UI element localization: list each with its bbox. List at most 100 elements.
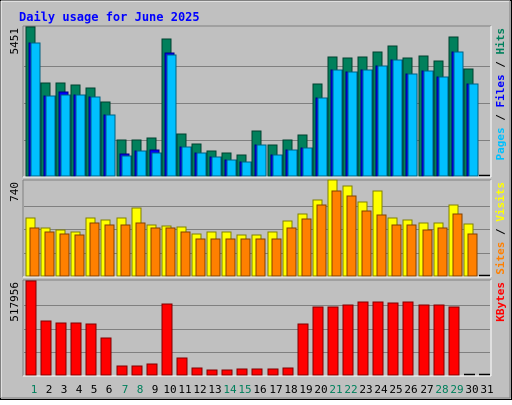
day-label-7: 7 xyxy=(122,383,129,396)
max-value-label-kbytes: 517956 xyxy=(8,282,21,322)
bar-pages-day-20 xyxy=(317,97,328,177)
day-label-10: 10 xyxy=(163,383,176,396)
bar-kbytes-day-23 xyxy=(357,301,369,376)
day-label-5: 5 xyxy=(91,383,98,396)
bar-sites-day-5 xyxy=(89,222,100,277)
day-label-31: 31 xyxy=(480,383,493,396)
day-label-21: 21 xyxy=(329,383,342,396)
bar-pages-day-22 xyxy=(347,71,358,177)
bar-sites-day-26 xyxy=(406,224,417,277)
bar-pages-day-3 xyxy=(60,94,71,177)
legend-item-visits: Visits xyxy=(494,182,507,222)
day-label-1: 1 xyxy=(31,383,38,396)
panel-kbytes: 517956 KBytes xyxy=(8,279,507,377)
bar-sites-day-22 xyxy=(346,195,357,277)
bar-pages-day-23 xyxy=(362,69,373,177)
bar-pages-day-9 xyxy=(151,152,162,177)
legend-separator: / xyxy=(494,108,507,128)
bar-sites-day-6 xyxy=(104,224,115,277)
legend-item-hits: Hits xyxy=(494,28,507,55)
bar-kbytes-day-8 xyxy=(131,365,143,376)
bar-kbytes-day-13 xyxy=(206,369,218,376)
bar-sites-day-1 xyxy=(29,227,40,277)
day-label-14: 14 xyxy=(223,383,237,396)
day-label-15: 15 xyxy=(238,383,251,396)
bar-sites-day-23 xyxy=(361,210,372,277)
legend-item-pages: Pages xyxy=(494,127,507,160)
bar-kbytes-day-6 xyxy=(100,337,112,376)
bar-sites-day-16 xyxy=(255,238,266,277)
bar-pages-day-8 xyxy=(136,150,147,177)
day-label-11: 11 xyxy=(178,383,191,396)
bar-pages-day-30 xyxy=(468,83,479,177)
day-label-29: 29 xyxy=(450,383,463,396)
bar-sites-day-15 xyxy=(240,238,251,277)
bar-pages-day-24 xyxy=(377,65,388,177)
legend-item-kbytes: KBytes xyxy=(494,282,507,322)
bar-kbytes-day-21 xyxy=(327,306,339,376)
bar-kbytes-day-29 xyxy=(448,306,460,376)
bar-kbytes-day-2 xyxy=(40,320,52,376)
bar-sites-day-24 xyxy=(376,214,387,277)
bar-kbytes-day-1 xyxy=(25,280,37,376)
bar-pages-day-10 xyxy=(166,54,177,177)
legend-kbytes: KBytes xyxy=(494,282,507,322)
bar-kbytes-day-11 xyxy=(176,357,188,376)
bar-sites-day-7 xyxy=(120,224,131,277)
bar-pages-day-2 xyxy=(45,95,56,177)
day-axis-labels: 1 2 3 4 5 6 7 8 9 10 11 12 13 14 15 16 17 18 19 20 21 22 23 24 2… xyxy=(31,383,494,396)
day-label-17: 17 xyxy=(269,383,282,396)
bar-sites-day-25 xyxy=(391,224,402,277)
legend-hits-files-pages: Pages / Files / Hits xyxy=(494,28,507,161)
bar-kbytes-day-15 xyxy=(236,368,248,376)
bar-pages-day-1 xyxy=(30,42,41,177)
legend-separator: / xyxy=(494,55,507,75)
bar-sites-day-9 xyxy=(150,227,161,277)
bar-kbytes-day-19 xyxy=(297,323,309,376)
bar-sites-day-18 xyxy=(286,227,297,277)
bar-kbytes-day-14 xyxy=(221,369,233,376)
bar-kbytes-day-7 xyxy=(116,365,128,376)
bar-pages-day-11 xyxy=(181,146,192,177)
bar-sites-day-8 xyxy=(135,222,146,277)
max-value-label-visits-sites: 740 xyxy=(8,182,21,202)
day-label-19: 19 xyxy=(299,383,312,396)
legend-separator: / xyxy=(494,222,507,242)
day-label-13: 13 xyxy=(208,383,221,396)
bar-pages-day-12 xyxy=(196,152,207,177)
bar-sites-day-13 xyxy=(210,238,221,277)
bar-kbytes-day-12 xyxy=(191,367,203,376)
bar-kbytes-day-27 xyxy=(418,304,430,376)
bar-pages-day-21 xyxy=(332,69,343,177)
bar-pages-day-7 xyxy=(121,155,132,177)
bar-pages-day-4 xyxy=(75,94,86,177)
day-label-23: 23 xyxy=(359,383,372,396)
bar-sites-day-29 xyxy=(452,213,463,277)
day-label-2: 2 xyxy=(46,383,53,396)
bar-kbytes-day-26 xyxy=(402,301,414,376)
bar-pages-day-15 xyxy=(241,161,252,177)
bar-pages-day-16 xyxy=(256,144,267,177)
bar-sites-day-10 xyxy=(165,227,176,277)
day-label-25: 25 xyxy=(389,383,402,396)
bar-kbytes-day-10 xyxy=(161,303,173,376)
day-label-3: 3 xyxy=(61,383,68,396)
day-label-24: 24 xyxy=(374,383,388,396)
bar-kbytes-day-16 xyxy=(251,368,263,376)
bar-pages-day-13 xyxy=(211,156,222,177)
bar-pages-day-17 xyxy=(272,154,283,177)
bar-kbytes-day-4 xyxy=(70,322,82,376)
day-label-4: 4 xyxy=(76,383,83,396)
bar-sites-day-17 xyxy=(271,238,282,277)
bar-kbytes-day-3 xyxy=(55,322,67,376)
bar-pages-day-5 xyxy=(90,96,101,177)
day-label-26: 26 xyxy=(404,383,417,396)
day-label-27: 27 xyxy=(420,383,433,396)
bar-pages-day-14 xyxy=(226,159,237,177)
bar-sites-day-4 xyxy=(74,234,85,277)
bar-kbytes-day-24 xyxy=(372,301,384,376)
bar-kbytes-day-22 xyxy=(342,304,354,376)
day-label-30: 30 xyxy=(465,383,478,396)
